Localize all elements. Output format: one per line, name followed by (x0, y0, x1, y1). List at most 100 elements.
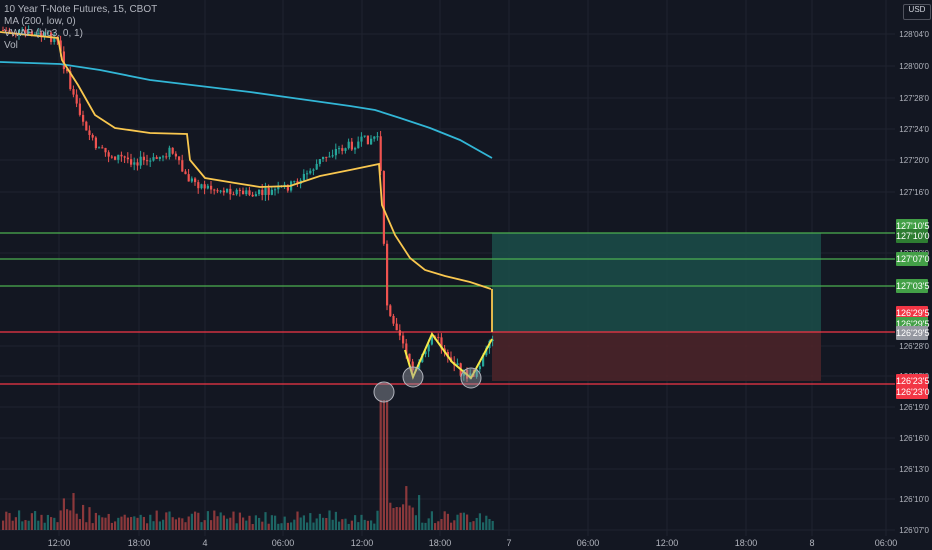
volume-bar (126, 517, 129, 530)
candle-body (46, 32, 49, 34)
candle-body (194, 178, 197, 183)
price-axis[interactable]: 128'04'0 128'00'0 127'28'0 127'24'0 127'20'0… (895, 0, 932, 536)
candle-body (341, 148, 344, 151)
candle-body (389, 305, 392, 316)
candle-body (216, 190, 219, 192)
volume-bar (142, 516, 145, 530)
volume-bar (414, 515, 417, 530)
horizontal-levels (0, 232, 895, 385)
price-badge[interactable]: 127'07'0 (896, 252, 930, 266)
position-zones (492, 233, 821, 381)
volume-bar (443, 511, 446, 530)
volume-bar (136, 517, 139, 530)
time-axis[interactable]: 12:00 18:00 4 06:00 12:00 18:00 7 06:00 12:00 18:… (48, 538, 898, 548)
volume-bar (446, 513, 449, 530)
volume-bar (421, 522, 424, 530)
candle-body (248, 190, 251, 195)
candle-body (232, 194, 235, 196)
volume-bar (18, 510, 21, 530)
candle-body (306, 173, 309, 175)
volume-bar (469, 522, 472, 530)
x-tick-label: 12:00 (48, 538, 71, 548)
price-badge[interactable]: 126'23'0 (896, 385, 930, 399)
volume-bar (318, 513, 321, 530)
indicator-lines (0, 31, 493, 332)
volume-bar (203, 520, 206, 530)
candle-body (184, 171, 187, 175)
x-tick-label: 06:00 (577, 538, 600, 548)
candle-body (75, 94, 78, 104)
candle-body (123, 156, 126, 158)
volume-bar (456, 514, 459, 530)
legend-vwap[interactable]: VWAP (hlc3, 0, 1) (4, 28, 83, 39)
legend-vol[interactable]: Vol (4, 40, 18, 51)
volume-bar (43, 522, 46, 530)
volume-bar (107, 513, 110, 530)
candle-body (386, 243, 389, 306)
volume-bar (168, 511, 171, 530)
volume-bar (72, 493, 75, 530)
volume-bar (24, 520, 27, 530)
volume-bar (389, 502, 392, 530)
volume-bar (357, 522, 360, 530)
candle-body (8, 30, 11, 33)
legend-ma[interactable]: MA (200, low, 0) (4, 16, 76, 27)
candle-body (91, 134, 94, 138)
chart-title[interactable]: 10 Year T-Note Futures, 15, CBOT (4, 4, 158, 15)
x-tick-label: 12:00 (656, 538, 679, 548)
volume-bar (286, 522, 289, 530)
volume-bar (488, 519, 491, 530)
candle-body (318, 159, 321, 164)
price-badge[interactable]: 126'29'5 (896, 326, 930, 340)
candle-body (347, 141, 350, 149)
volume-bar (363, 519, 366, 530)
volume-bar (21, 521, 24, 530)
volume-bar (405, 486, 408, 530)
volume-bar (206, 511, 209, 530)
volume-bar (306, 522, 309, 530)
candle-body (245, 190, 248, 195)
volume-bar (424, 522, 427, 530)
candle-body (110, 156, 113, 158)
price-badge[interactable]: 127'10'0 (896, 229, 930, 243)
candle-body (149, 160, 152, 162)
volume-bar (5, 511, 8, 530)
price-badge[interactable]: 126'23'5 (896, 374, 930, 388)
candle-body (357, 141, 360, 149)
candle-body (251, 194, 254, 197)
y-tick-label: 127'28'0 (899, 94, 929, 103)
volume-bar (274, 515, 277, 530)
candle-body (21, 29, 24, 31)
price-badge[interactable]: 126'29'5 (896, 306, 930, 320)
candle-body (267, 187, 270, 195)
volume-bar (117, 517, 120, 530)
candle-body (331, 155, 334, 157)
candle-body (264, 187, 267, 196)
candle-body (475, 369, 478, 377)
candle-body (296, 181, 299, 184)
volume-bar (373, 523, 376, 530)
candle-body (43, 32, 46, 38)
candle-body (261, 189, 264, 196)
price-badge[interactable]: 127'03'5 (896, 279, 930, 293)
volume-bar (328, 510, 331, 530)
volume-bar (91, 523, 94, 530)
candle-body (456, 363, 459, 366)
volume-bar (296, 511, 299, 530)
candle-body (168, 147, 171, 157)
candle-body (107, 152, 110, 157)
volume-bar (418, 495, 421, 530)
volume-bar (290, 522, 293, 530)
candle-body (366, 135, 369, 145)
volume-bar (78, 519, 81, 530)
x-tick-label: 06:00 (272, 538, 295, 548)
candle-body (142, 156, 145, 161)
volume-bar (437, 521, 440, 530)
candle-body (226, 188, 229, 193)
candle-body (88, 130, 91, 135)
y-tick-label: 126'28'0 (899, 342, 929, 351)
volume-bar (27, 520, 30, 530)
currency-badge[interactable]: USD (903, 4, 931, 20)
volume-bar (178, 517, 181, 530)
